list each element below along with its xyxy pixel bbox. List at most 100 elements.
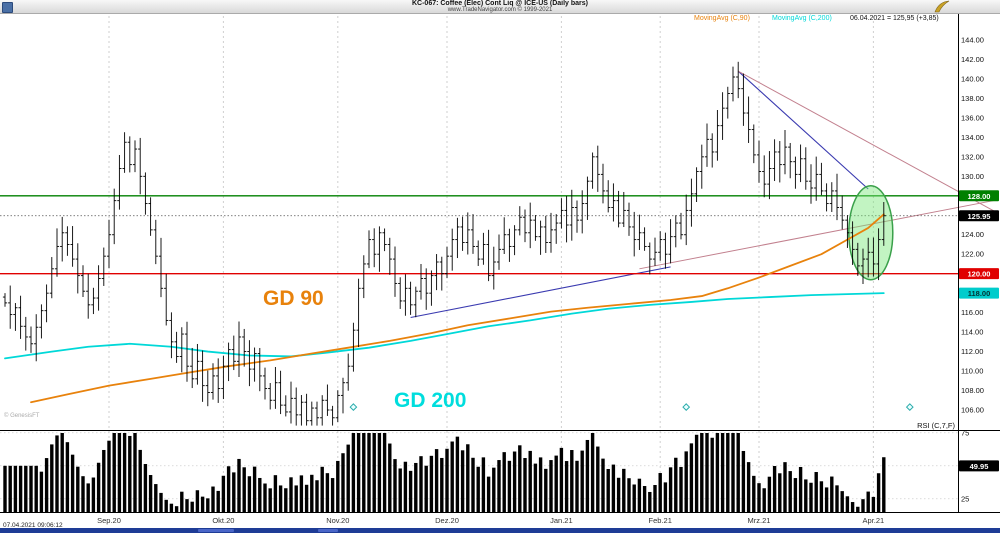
- rsi-bar: [445, 448, 449, 512]
- rsi-bar: [128, 435, 132, 512]
- rsi-bar: [424, 465, 428, 512]
- rsi-bar: [434, 449, 439, 512]
- ma-line: [4, 292, 885, 360]
- rsi-bar: [122, 433, 127, 512]
- rsi-bar: [622, 468, 626, 512]
- y-axis-label: 122.00: [961, 250, 984, 259]
- rsi-bar: [226, 466, 231, 512]
- rsi-bar: [310, 474, 314, 512]
- rsi-bar: [195, 490, 200, 512]
- y-axis-label: 112.00: [961, 347, 983, 356]
- rsi-bar: [60, 433, 64, 512]
- moving-averages: [4, 213, 885, 404]
- rsi-bar: [762, 488, 766, 512]
- rsi-bar: [341, 453, 345, 512]
- rsi-bar: [471, 457, 475, 512]
- x-axis-label: Apr.21: [863, 516, 885, 525]
- price-bars[interactable]: [2, 61, 886, 426]
- rsi-bar: [772, 466, 777, 512]
- rsi-bar: [372, 433, 376, 512]
- rsi-bar: [289, 477, 293, 512]
- rsi-bar: [159, 492, 163, 512]
- rsi-bar: [580, 450, 584, 512]
- rsi-bar: [845, 496, 850, 512]
- contract-roll-icon: [905, 403, 914, 411]
- trendline: [639, 199, 999, 270]
- rsi-bar: [440, 457, 444, 512]
- rsi-bar: [117, 433, 122, 512]
- rsi-bar: [315, 480, 319, 512]
- rsi-bar: [850, 502, 855, 512]
- rsi-bar: [24, 465, 28, 512]
- y-axis-label: 124.00: [961, 230, 984, 239]
- x-axis-label: Okt.20: [212, 516, 234, 525]
- rsi-bar: [13, 465, 18, 512]
- rsi-bar: [96, 462, 101, 512]
- x-axis-label: Mrz.21: [748, 516, 771, 525]
- rsi-bar: [29, 465, 33, 512]
- rsi-bar: [788, 471, 792, 512]
- roll-markers: [349, 403, 914, 411]
- rsi-badge: [959, 460, 999, 472]
- title-bar: KC-067: Coffee (Elec) Cont Liq @ ICE-US …: [0, 0, 1000, 14]
- rsi-bar: [528, 450, 532, 512]
- price-badge: [959, 190, 999, 202]
- rsi-bar: [351, 433, 356, 512]
- rsi-bar: [356, 433, 361, 512]
- rsi-bar: [606, 468, 610, 512]
- rsi-bar: [455, 436, 460, 512]
- x-axis-label: Jan.21: [550, 516, 573, 525]
- rsi-bar: [705, 433, 709, 512]
- rsi-bar: [258, 477, 262, 512]
- quill-logo-icon: [934, 0, 950, 13]
- rsi-bar: [627, 478, 631, 512]
- rsi-bar: [632, 484, 636, 512]
- y-axis-label: 138.00: [961, 94, 984, 103]
- rsi-bar: [590, 433, 595, 512]
- rsi-bar: [55, 435, 59, 512]
- rsi-bar: [408, 470, 413, 512]
- legend-ma200-label: MovingAvg (C,200): [772, 15, 832, 22]
- rsi-bar: [148, 475, 153, 512]
- rsi-bar: [710, 437, 714, 512]
- rsi-bar: [237, 458, 241, 512]
- rsi-bar: [840, 491, 844, 512]
- price-badge: [959, 287, 999, 299]
- rsi-bar: [91, 477, 96, 512]
- rsi-bar: [429, 455, 434, 512]
- rsi-bar: [34, 465, 38, 512]
- rsi-bar: [559, 447, 564, 512]
- chart-annotation: GD 90: [263, 287, 324, 310]
- rsi-bar: [273, 475, 278, 512]
- rsi-bar: [819, 481, 824, 512]
- y-axis-label: 132.00: [961, 152, 984, 161]
- window-subtitle: www.TradeNavigator.com © 1999-2021: [447, 7, 553, 13]
- rsi-bar: [304, 484, 309, 512]
- rsi-bar: [653, 485, 657, 512]
- rsi-bar: [460, 450, 465, 512]
- axes: Sep.20 Okt.20 Nov.20 Dez.20 Jan.21 Feb.21 Mrz.…: [97, 36, 999, 525]
- taskbar-button[interactable]: [318, 529, 338, 532]
- taskbar-button[interactable]: [198, 529, 234, 532]
- y-axis-label: 134.00: [961, 133, 984, 142]
- rsi-bar: [554, 455, 558, 512]
- y-axis-label: 108.00: [961, 386, 984, 395]
- rsi-bar: [419, 456, 423, 512]
- rsi-bar: [206, 498, 210, 512]
- highlight-area: [848, 185, 894, 281]
- rsi-bar: [393, 459, 397, 512]
- rsi-bar: [575, 460, 579, 512]
- rsi-bar: [611, 464, 616, 512]
- rsi-bar: [367, 433, 371, 512]
- y-axis-label: 136.00: [961, 113, 984, 122]
- rsi-bar: [798, 466, 803, 512]
- rsi-bar: [200, 496, 205, 512]
- rsi-bar: [138, 449, 142, 512]
- rsi-bar: [450, 441, 454, 512]
- rsi-bar: [242, 467, 246, 512]
- rsi-bar: [757, 483, 761, 512]
- chart-annotations: GD 90 GD 200: [263, 287, 466, 412]
- legend-ma90-label: MovingAvg (C,90): [694, 15, 750, 22]
- trendline: [737, 70, 869, 190]
